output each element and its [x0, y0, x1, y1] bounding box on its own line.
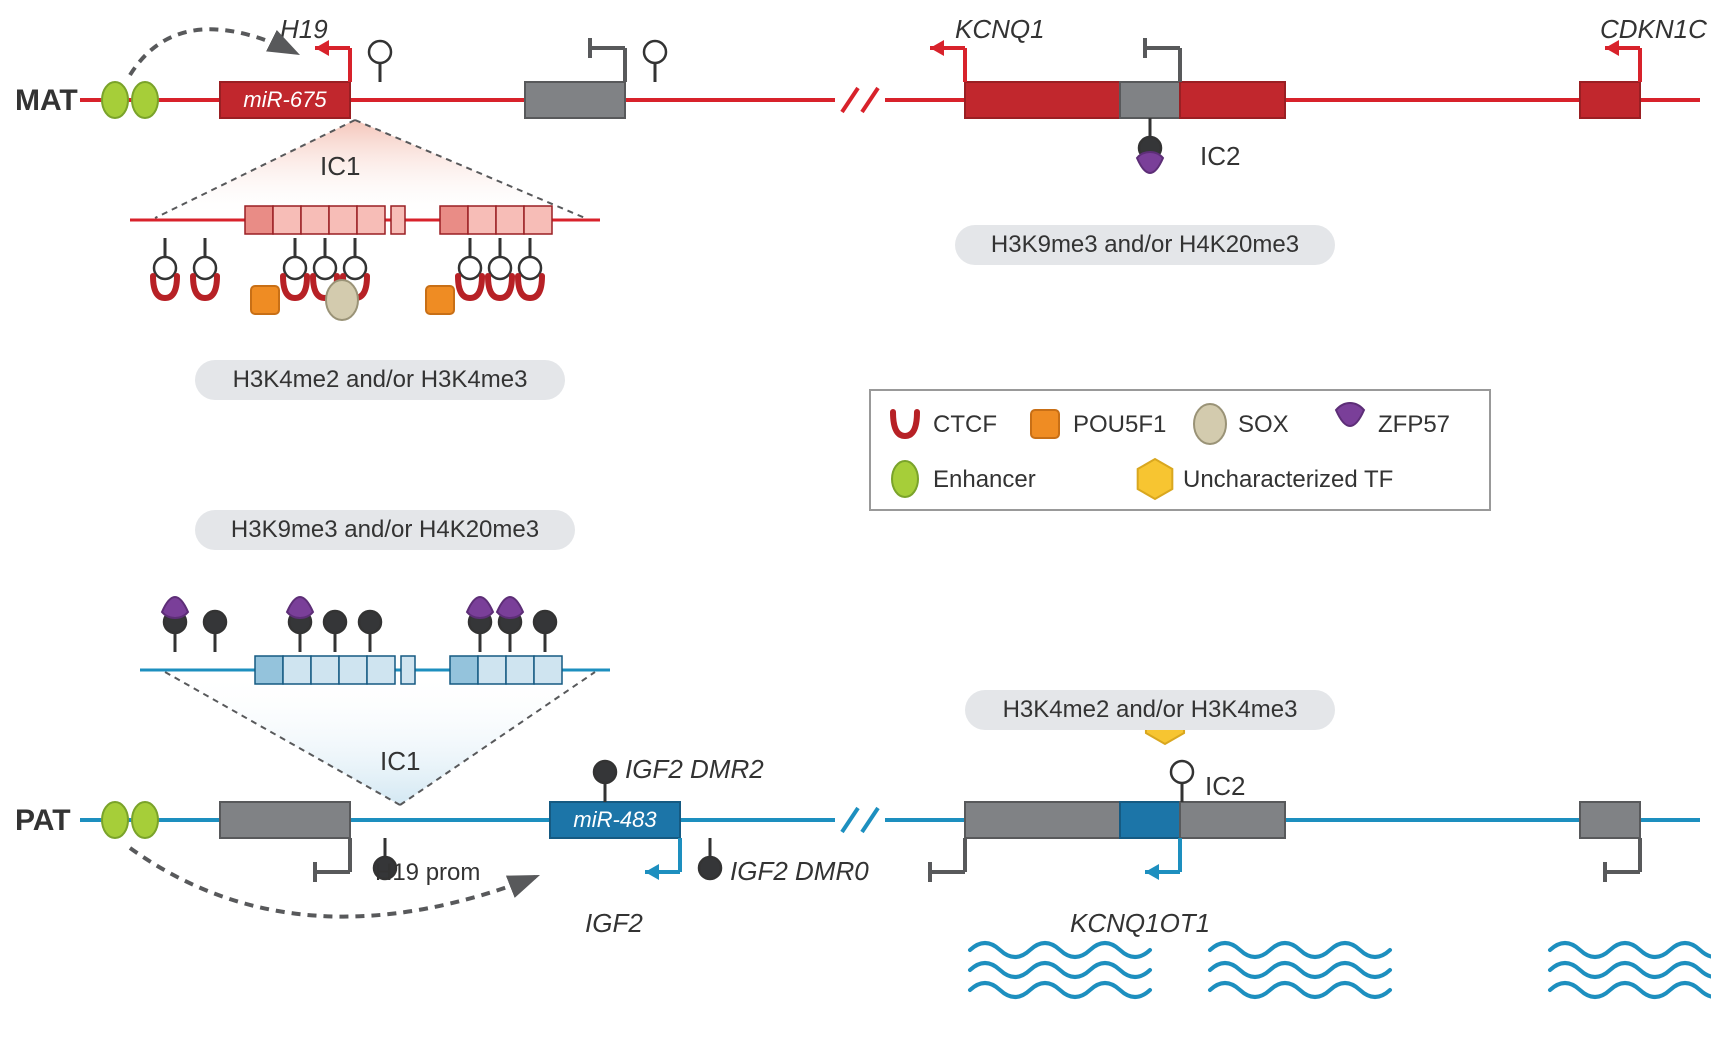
svg-text:IC2: IC2 [1205, 771, 1245, 801]
gene-box [525, 82, 625, 118]
unmethylated-cpg-icon [344, 257, 366, 279]
gene-label-mir483: miR-483 [573, 807, 657, 832]
sox-icon [326, 280, 358, 320]
unmethylated-cpg-icon [154, 257, 176, 279]
pou5f1-icon [251, 286, 279, 314]
legend-item-sox: SOX [1238, 411, 1289, 438]
gene-box [1180, 802, 1285, 838]
unmethylated-cpg-icon [519, 257, 541, 279]
gene-box [965, 82, 1120, 118]
svg-text:H3K9me3 and/or H4K20me3: H3K9me3 and/or H4K20me3 [991, 231, 1299, 258]
unmethylated-cpg-icon [489, 257, 511, 279]
lncRNA-wave-icon [970, 983, 1150, 997]
svg-text:H3K4me2 and/or H3K4me3: H3K4me2 and/or H3K4me3 [233, 366, 528, 393]
gene-box [965, 802, 1120, 838]
zfp57-icon [162, 597, 188, 618]
gene-label-mir675: miR-675 [243, 87, 327, 112]
gene-box [1120, 802, 1180, 838]
svg-text:H3K4me2 and/or H3K4me3: H3K4me2 and/or H3K4me3 [1003, 696, 1298, 723]
legend-item-tf: Uncharacterized TF [1183, 466, 1393, 493]
enhancer-icon [892, 461, 918, 497]
gene-box [1120, 82, 1180, 118]
methylated-cpg-icon [324, 611, 346, 633]
zfp57-icon [467, 597, 493, 618]
legend-item-pou5f1: POU5F1 [1073, 411, 1166, 438]
pou5f1-icon [1031, 410, 1059, 438]
promoter-label-kcnq1ot1: KCNQ1OT1 [1070, 908, 1210, 938]
gene-box [1580, 802, 1640, 838]
promoter-label-kcnq1: KCNQ1 [955, 14, 1045, 44]
gene-box [1180, 82, 1285, 118]
methylated-cpg-icon [594, 761, 616, 783]
lncRNA-wave-icon [1550, 983, 1711, 997]
lncRNA-wave-icon [970, 963, 1150, 977]
enhancer-icon [132, 82, 158, 118]
enhancer-arrow-mat [130, 29, 300, 75]
zfp57-icon [287, 597, 313, 618]
lncRNA-wave-icon [1550, 963, 1711, 977]
promoter-label-igf2: IGF2 [585, 908, 643, 938]
legend-item-ctcf: CTCF [933, 411, 997, 438]
lncRNA-wave-icon [1550, 943, 1711, 957]
lncRNA-wave-icon [1210, 943, 1390, 957]
uncharacterized-tf-icon [1138, 459, 1173, 499]
lncRNA-wave-icon [1210, 983, 1390, 997]
svg-text:IGF2 DMR2: IGF2 DMR2 [625, 754, 764, 784]
methylated-cpg-icon [699, 857, 721, 879]
enhancer-icon [132, 802, 158, 838]
svg-text:H19 prom: H19 prom [375, 859, 480, 886]
svg-text:MAT: MAT [15, 84, 78, 117]
svg-text:H3K9me3 and/or H4K20me3: H3K9me3 and/or H4K20me3 [231, 516, 539, 543]
pou5f1-icon [426, 286, 454, 314]
svg-text:IC2: IC2 [1200, 141, 1240, 171]
lncRNA-wave-icon [970, 943, 1150, 957]
svg-text:IGF2 DMR0: IGF2 DMR0 [730, 856, 869, 886]
unmethylated-cpg-icon [314, 257, 336, 279]
unmethylated-cpg-icon [369, 41, 391, 63]
svg-text:IC1: IC1 [380, 746, 420, 776]
unmethylated-cpg-icon [644, 41, 666, 63]
promoter-label-h19: H19 [280, 14, 328, 44]
sox-icon [1194, 404, 1226, 444]
enhancer-icon [102, 82, 128, 118]
methylated-cpg-icon [534, 611, 556, 633]
unmethylated-cpg-icon [284, 257, 306, 279]
gene-box [220, 802, 350, 838]
gene-box [1580, 82, 1640, 118]
svg-text:IC1: IC1 [320, 151, 360, 181]
legend-item-zfp57: ZFP57 [1378, 411, 1450, 438]
zfp57-icon [497, 597, 523, 618]
zfp57-icon [1137, 152, 1163, 173]
unmethylated-cpg-icon [1171, 761, 1193, 783]
methylated-cpg-icon [359, 611, 381, 633]
unmethylated-cpg-icon [459, 257, 481, 279]
genomic-imprinting-diagram: MAT miR-675 H19 KCNQ1 CDKN1C IC2 H3K9me3 and/o… [0, 0, 1711, 1051]
promoter-label-cdkn1c: CDKN1C [1600, 14, 1707, 44]
methylated-cpg-icon [204, 611, 226, 633]
unmethylated-cpg-icon [194, 257, 216, 279]
legend-item-enhancer: Enhancer [933, 466, 1036, 493]
lncRNA-wave-icon [1210, 963, 1390, 977]
svg-text:PAT: PAT [15, 804, 71, 837]
enhancer-icon [102, 802, 128, 838]
